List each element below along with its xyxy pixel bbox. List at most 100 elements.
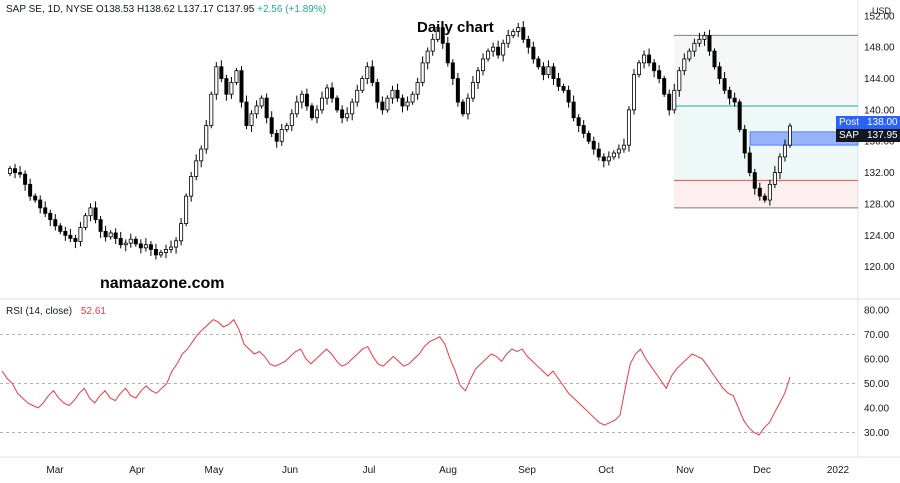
candle: [788, 123, 793, 148]
candle: [626, 106, 631, 152]
candle-body: [420, 62, 425, 83]
candle: [244, 95, 249, 130]
candle-body: [652, 62, 657, 72]
candle-body: [606, 156, 611, 162]
candle-body: [687, 50, 692, 60]
fib-zone-upper: [674, 35, 858, 106]
candle: [38, 195, 43, 214]
candle: [475, 67, 480, 89]
candle: [516, 22, 521, 38]
candle-body: [355, 89, 360, 103]
candle: [254, 100, 259, 119]
candle-body: [541, 66, 546, 76]
candle-body: [455, 78, 460, 103]
candle-body: [143, 244, 148, 249]
candle: [667, 89, 672, 116]
candle: [365, 62, 370, 85]
candle: [531, 41, 536, 64]
candle-body: [63, 230, 68, 236]
candle-body: [445, 42, 450, 64]
candle: [742, 124, 747, 159]
time-tick-label: Nov: [676, 465, 694, 476]
candle: [18, 166, 23, 178]
candle: [762, 193, 767, 203]
candle: [158, 249, 163, 258]
candle-body: [777, 156, 782, 173]
candle: [385, 95, 390, 113]
candle: [501, 39, 506, 62]
candle-body: [727, 89, 732, 99]
candle: [727, 86, 732, 105]
candle: [239, 66, 244, 108]
candle: [138, 239, 143, 254]
rsi-tick-label: 70.00: [864, 330, 889, 341]
candle: [78, 221, 83, 247]
candle-body: [93, 207, 98, 221]
candle: [772, 166, 777, 189]
candle-body: [611, 152, 616, 158]
rsi-tick-label: 60.00: [864, 354, 889, 365]
fib-zone-lower: [674, 180, 858, 208]
rsi-label: RSI (14, close): [6, 306, 73, 317]
candle: [224, 74, 229, 101]
candle: [118, 231, 123, 249]
candle-body: [501, 42, 506, 56]
candle: [28, 178, 33, 201]
price-tick-label: 124.00: [864, 231, 895, 242]
candle: [496, 40, 501, 59]
candle-body: [113, 232, 118, 239]
candle: [7, 165, 12, 177]
candle: [103, 225, 108, 242]
candle-body: [521, 27, 526, 40]
candle-body: [757, 187, 762, 197]
candle-body: [53, 219, 58, 227]
candle: [330, 82, 335, 103]
candle-body: [526, 38, 531, 48]
candle-body: [209, 93, 214, 126]
candle-body: [536, 58, 541, 68]
candle-body: [470, 82, 475, 99]
rsi-tick-label: 30.00: [864, 428, 889, 439]
price-tick-label: 140.00: [864, 105, 895, 116]
candle-body: [239, 70, 244, 103]
candle: [470, 75, 475, 102]
candle: [279, 123, 284, 146]
candle-body: [405, 101, 410, 107]
candle-body: [395, 89, 400, 99]
chart-background: [0, 0, 900, 458]
candle-body: [274, 133, 279, 142]
candle-body: [465, 97, 470, 115]
time-tick-label: Sep: [518, 465, 536, 476]
candle: [169, 240, 174, 254]
candle-body: [642, 54, 647, 64]
candle: [380, 96, 385, 115]
candle: [108, 230, 113, 240]
axes: 152.00 148.00 144.00 140.00 136.00 132.00 128.…: [46, 11, 895, 476]
candle: [73, 234, 78, 249]
price-tick-label: 136.00: [864, 137, 895, 148]
candle: [491, 42, 496, 57]
candle: [662, 75, 667, 97]
candle: [350, 98, 355, 121]
candle: [143, 238, 148, 252]
rsi-series: [0, 318, 858, 436]
candle: [58, 223, 63, 235]
candle-body: [546, 66, 551, 76]
candle: [782, 139, 787, 162]
candle-body: [224, 78, 229, 95]
time-tick-label: May: [205, 465, 224, 476]
candle-body: [128, 238, 133, 244]
candle: [53, 214, 58, 231]
candle-body: [647, 54, 652, 64]
price-tick-label: 144.00: [864, 74, 895, 85]
candle: [556, 72, 561, 92]
candle-body: [682, 58, 687, 72]
rsi-line: [1, 318, 791, 436]
candle: [340, 105, 345, 124]
candle: [63, 226, 68, 241]
candle-body: [667, 93, 672, 111]
candle: [601, 153, 606, 168]
candle: [184, 193, 189, 227]
candle: [219, 60, 224, 83]
candle-body: [737, 101, 742, 130]
